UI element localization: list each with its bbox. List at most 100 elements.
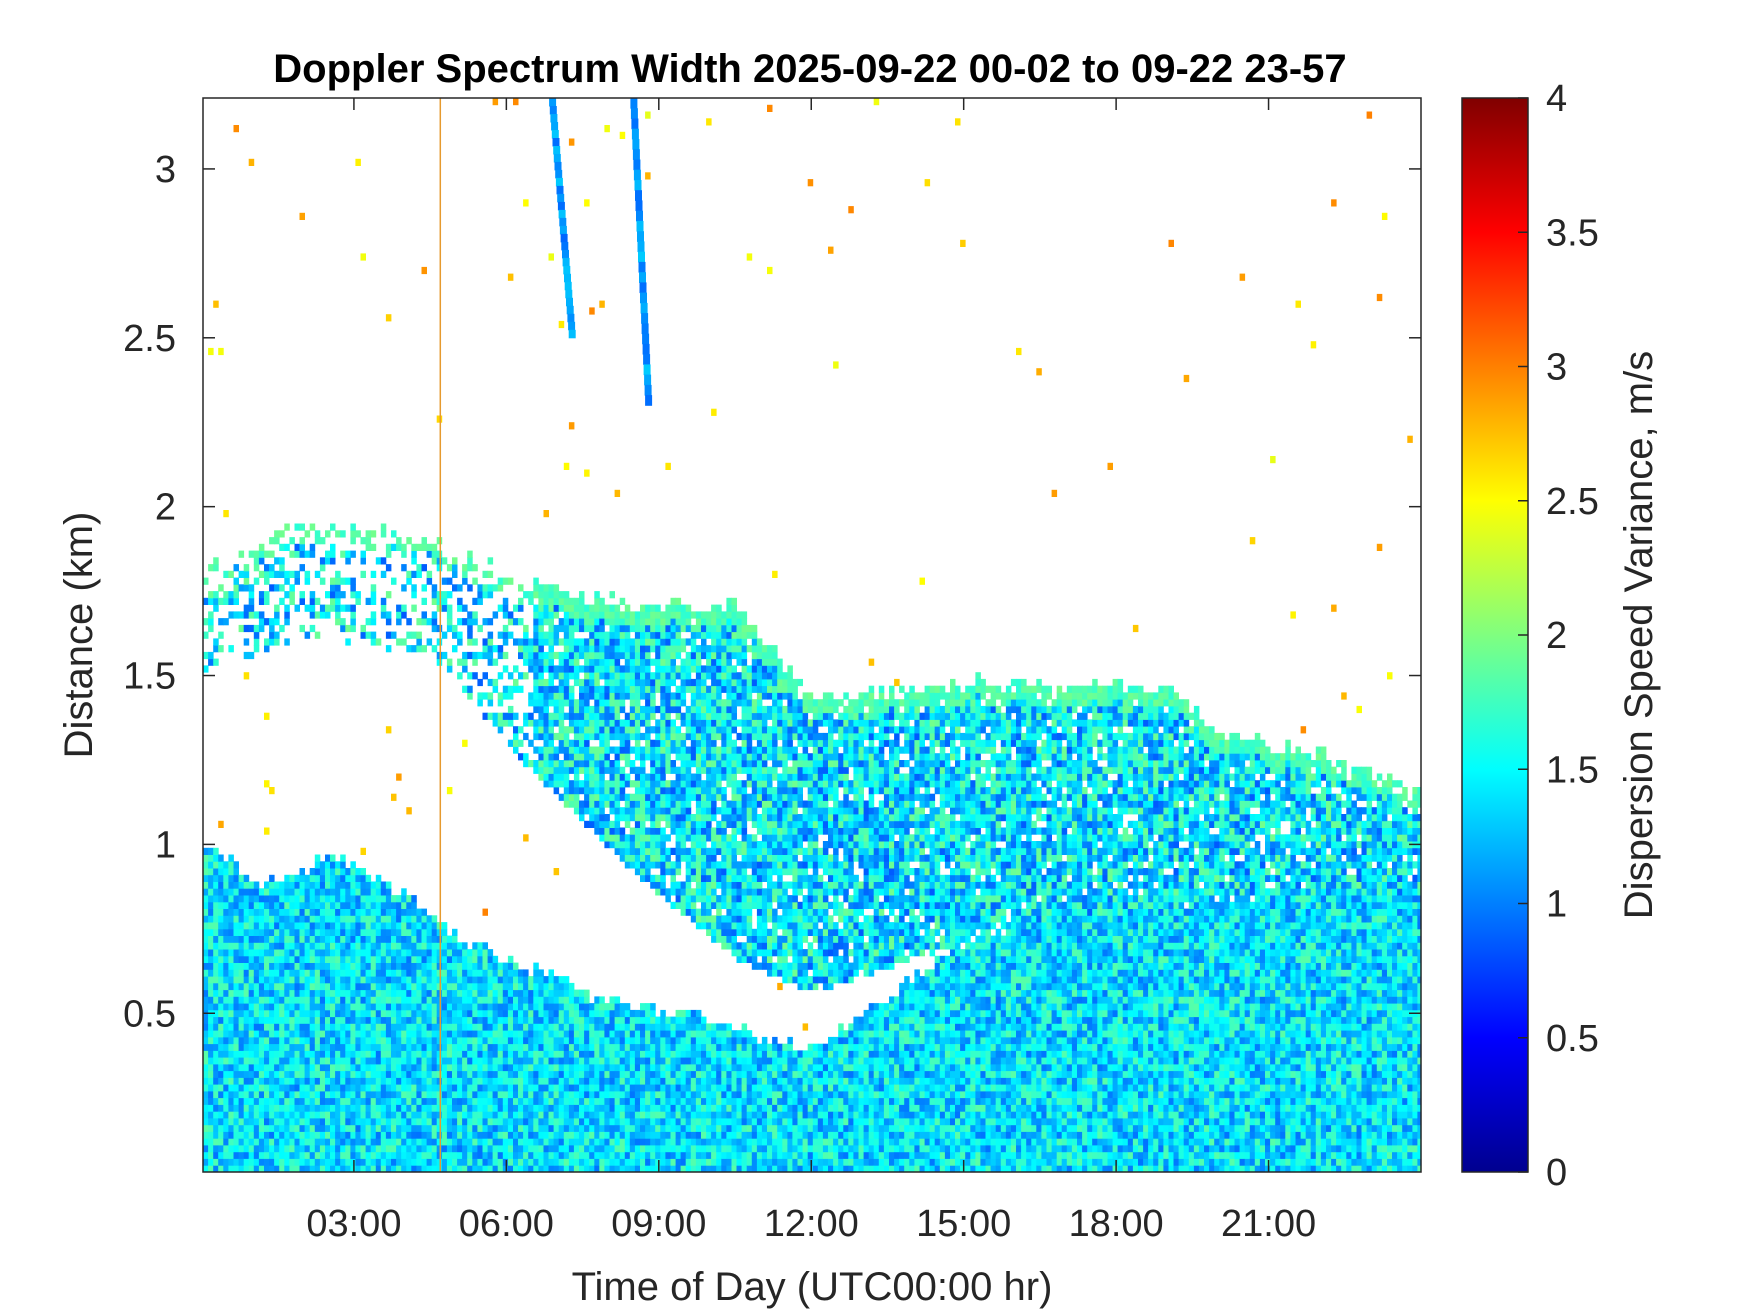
heatmap-cell [213,1084,219,1092]
heatmap-cell [573,1016,580,1024]
heatmap-cell [538,705,544,714]
heatmap-cell [523,834,529,842]
heatmap-cell [258,1158,265,1166]
heatmap-cell [523,989,529,997]
heatmap-cell [243,1138,250,1146]
heatmap-cell [223,955,229,963]
heatmap-cell [218,881,224,889]
heatmap-cell [513,1131,519,1139]
heatmap-cell [462,1165,468,1173]
heatmap-cell [523,1070,529,1078]
heatmap-cell [238,1016,245,1024]
heatmap-cell [513,1111,519,1119]
heatmap-cell [309,1077,316,1085]
heatmap-cell [462,1057,468,1065]
heatmap-cell [548,1009,554,1018]
heatmap-cell [203,1070,209,1078]
heatmap-cell [609,1016,615,1024]
heatmap-cell [284,611,290,619]
heatmap-cell [391,1009,397,1018]
heatmap-cell [203,1151,209,1159]
heatmap-cell [599,597,605,605]
heatmap-cell [629,611,636,619]
heatmap-cell [502,1063,509,1072]
heatmap-cell [675,800,682,808]
heatmap-cell [594,1124,600,1132]
heatmap-cell [640,658,646,666]
heatmap-cell [441,1151,448,1159]
heatmap-cell [675,1036,682,1045]
heatmap-cell [675,726,682,734]
heatmap-cell [533,705,539,714]
heatmap-cell [441,996,448,1004]
heatmap-cell [304,928,311,936]
heatmap-cell [543,584,549,592]
heatmap-cell [579,1104,585,1112]
heatmap-cell [314,1165,321,1173]
heatmap-cell [558,996,565,1004]
heatmap-cell [482,692,488,700]
heatmap-cell [269,584,275,592]
heatmap-cell [645,1030,651,1038]
heatmap-cell [553,624,560,633]
heatmap-cell [614,489,621,497]
heatmap-cell [579,746,585,754]
heatmap-cell [279,942,285,950]
heatmap-cell [584,1043,590,1051]
heatmap-cell [614,847,621,855]
heatmap-cell [675,1043,682,1051]
heatmap-cell [462,1070,468,1078]
heatmap-cell [660,699,666,707]
heatmap-cell [640,868,646,876]
heatmap-cell [680,1111,687,1119]
heatmap-cell [558,638,565,646]
heatmap-cell [370,908,377,916]
heatmap-cell [345,1063,351,1072]
heatmap-cell [507,631,514,639]
heatmap-cell [579,800,585,808]
heatmap-cell [299,1057,305,1065]
heatmap-cell [584,800,590,808]
heatmap-cell [665,624,671,633]
heatmap-cell [228,874,234,882]
heatmap-cell [203,915,209,923]
heatmap-cell [538,658,544,666]
heatmap-cell [507,273,514,281]
heatmap-cell [274,969,280,977]
heatmap-cell [319,935,326,943]
heatmap-cell [401,1043,407,1051]
heatmap-cell [213,874,219,882]
heatmap-cell [538,591,544,599]
heatmap-cell [426,1090,433,1099]
heatmap-cell [335,861,341,869]
heatmap-cell [426,1158,433,1166]
heatmap-cell [467,618,473,626]
heatmap-cell [284,935,290,943]
heatmap-cell [299,1023,305,1031]
heatmap-cell [309,1030,316,1038]
heatmap-cell [396,962,402,970]
heatmap-cell [604,1158,610,1166]
heatmap-cell [487,1151,494,1159]
heatmap-cell [660,651,666,660]
heatmap-cell [304,888,311,896]
heatmap-cell [543,1084,549,1092]
heatmap-cell [513,1016,519,1024]
heatmap-cell [634,618,641,626]
heatmap-cell [446,591,453,599]
heatmap-cell [640,814,646,822]
heatmap-cell [309,611,316,619]
heatmap-cell [538,766,544,774]
heatmap-cell [370,1003,377,1011]
heatmap-cell [594,1050,600,1058]
heatmap-cell [279,1118,285,1126]
heatmap-cell [457,989,463,997]
heatmap-cell [441,1131,448,1139]
heatmap-cell [243,1023,250,1031]
heatmap-cell [680,1070,687,1078]
heatmap-cell [457,618,463,626]
heatmap-cell [655,1077,661,1085]
heatmap-cell [619,807,626,815]
heatmap-cell [507,976,514,984]
heatmap-cell [452,645,458,653]
